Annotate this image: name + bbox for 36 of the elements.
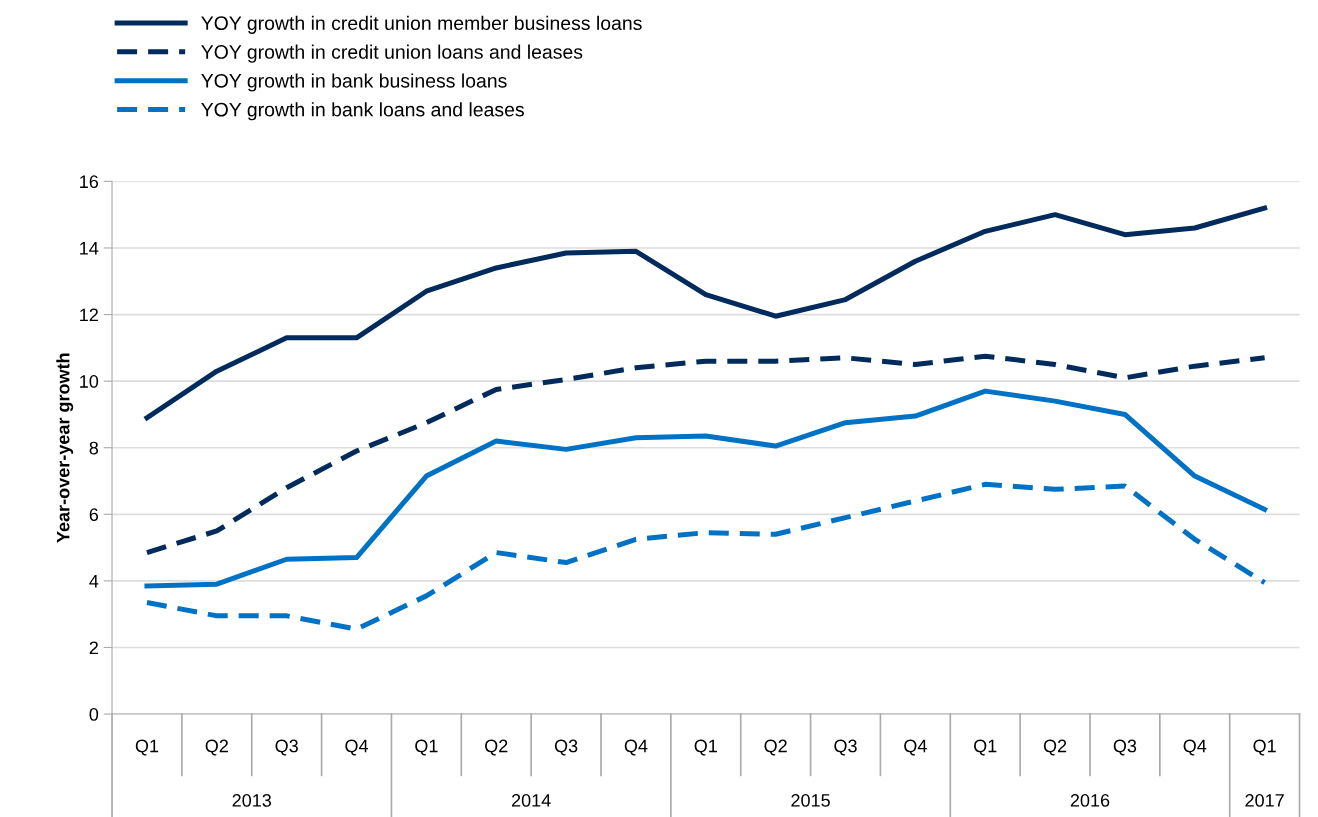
x-tick-label: Q4 [345,739,369,756]
x-tick-label: Q2 [205,739,228,756]
legend-label: YOY growth in credit union loans and leases [201,44,583,63]
y-tick-label: 6 [89,508,99,522]
x-tick-label: Q1 [135,739,159,756]
legend-label: YOY growth in credit union member business loans [201,15,642,34]
x-tick-label: Q2 [1043,739,1067,756]
x-tick-label: Q1 [974,739,997,756]
x-tick-label: Q1 [415,739,438,756]
legend-label: YOY growth in bank loans and leases [201,102,524,121]
x-tick-label: Q2 [764,739,787,756]
legend-label: YOY growth in bank business loans [201,73,507,92]
x-tick-label: Q2 [485,739,508,756]
y-tick-label: 16 [80,175,99,189]
x-tick-label: Q4 [904,739,927,756]
x-tick-label: Q4 [624,739,648,756]
y-tick-label: 8 [89,441,99,455]
x-tick-label: Q3 [554,739,578,756]
text: 2013 [232,794,272,807]
y-tick-label: 10 [80,375,99,388]
y-tick-label: 2 [89,641,98,655]
text: 2017 [1245,794,1284,807]
y-axis-title: Year-over-year growth [56,353,74,543]
text: 2015 [791,794,830,807]
y-tick-label: 14 [80,242,99,255]
y-tick-label: 12 [80,308,98,322]
x-tick-label: Q4 [1183,739,1207,756]
x-tick-label: Q3 [275,739,298,756]
y-tick-label: 0 [89,707,99,721]
text: 2014 [511,794,551,807]
x-tick-label: Q1 [694,739,717,756]
y-tick-label: 4 [89,575,99,588]
x-tick-label: Q3 [834,739,857,756]
text: 2016 [1070,794,1110,807]
x-tick-label: Q1 [1253,739,1276,756]
x-tick-label: Q3 [1113,739,1137,756]
